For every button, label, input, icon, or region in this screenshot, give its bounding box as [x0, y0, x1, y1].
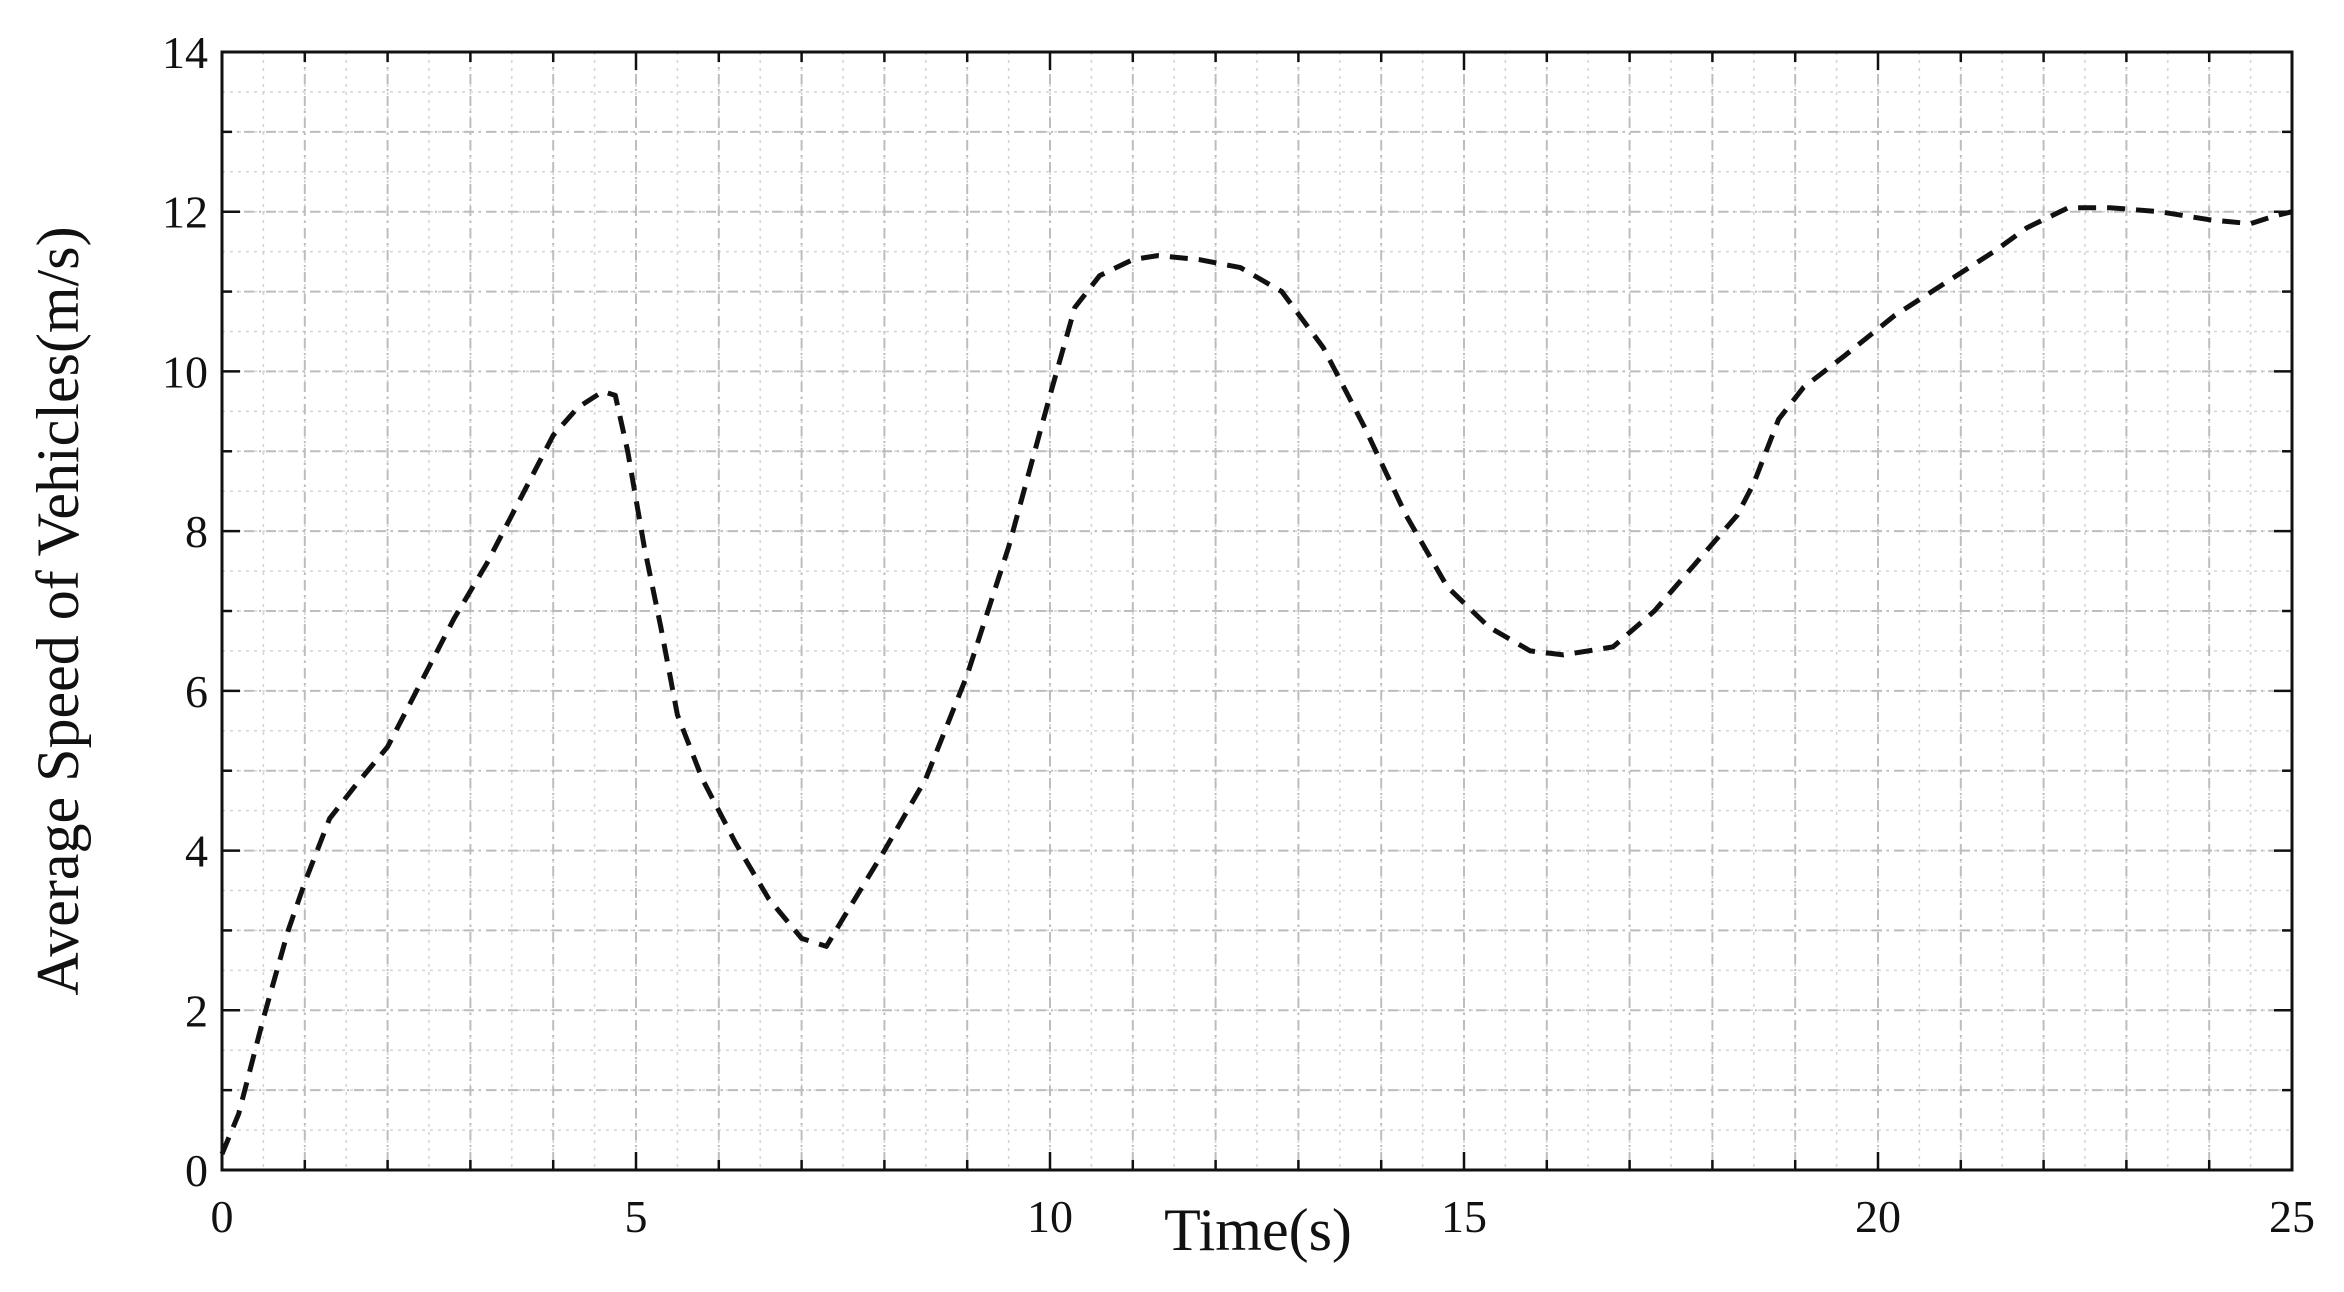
y-tick-label: 14 — [162, 27, 208, 78]
y-tick-label: 0 — [185, 1145, 208, 1196]
x-axis-title: Time(s) — [1164, 1197, 1352, 1263]
x-tick-label: 5 — [625, 1191, 648, 1242]
x-tick-label: 20 — [1855, 1191, 1901, 1242]
x-tick-label: 15 — [1441, 1191, 1487, 1242]
y-tick-label: 12 — [162, 187, 208, 238]
y-tick-label: 10 — [162, 346, 208, 397]
y-tick-label: 4 — [185, 826, 208, 877]
series-line-0 — [219, 205, 2293, 1155]
x-tick-labels: 0 5 10 15 20 25 — [211, 1191, 2316, 1242]
x-tick-label: 0 — [211, 1191, 234, 1242]
data-series-layer — [219, 205, 2293, 1155]
plot-frame — [220, 50, 2294, 1172]
x-tick-label: 10 — [1027, 1191, 1073, 1242]
x-tick-label: 25 — [2269, 1191, 2315, 1242]
grid-lines — [222, 52, 2292, 1170]
y-axis-title: Average Speed of Vehicles(m/s) — [25, 226, 91, 995]
y-tick-label: 8 — [185, 506, 208, 557]
y-tick-label: 6 — [185, 666, 208, 717]
y-tick-labels: 0 2 4 6 8 10 12 14 — [162, 27, 208, 1196]
y-tick-label: 2 — [185, 985, 208, 1036]
